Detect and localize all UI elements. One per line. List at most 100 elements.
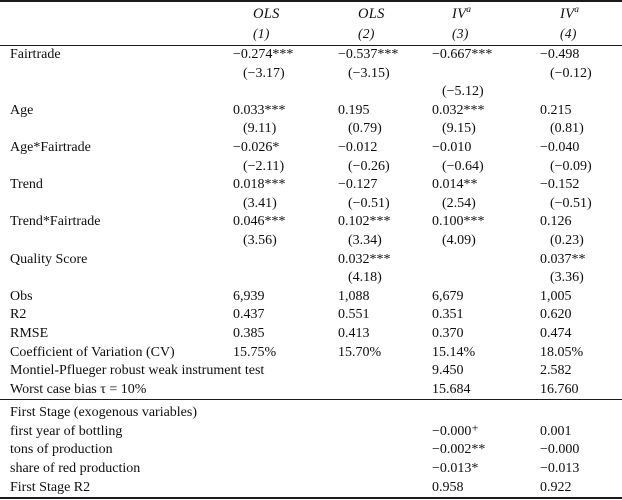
cell-value [338,441,432,460]
cell-value: −0.012 [338,139,378,155]
table-row: Quality Score 0.032*** 0.037** [0,251,622,270]
cell-value: 0.370 [432,325,464,341]
cell-value: 0.922 [540,479,572,495]
cell-value [540,400,622,423]
col-header-iv-3: IVa (3) [432,1,540,46]
cell-value: (−0.09) [550,158,592,174]
cell-value: −0.000 [540,442,580,458]
table-row: (−2.11) (−0.26) (−0.64) (−0.09) [0,158,622,177]
header-row: OLS (1) OLS (2) IVa (3) IVa (4) [0,1,622,46]
cell-value: (2.54) [442,195,476,211]
cell-value: −0.013 [540,461,580,477]
cell-value: −0.010 [432,139,472,155]
col-header-number: (4) [560,25,577,41]
cell-value: 0.474 [540,325,572,341]
cell-value [338,400,432,423]
cell-value: −0.002** [432,442,486,458]
table-row: (3.56) (3.34) (4.09) (0.23) [0,232,622,251]
cell-value: (3.36) [550,270,584,286]
row-label: Trend [10,177,43,193]
cell-value: 0.195 [338,102,370,118]
cell-value [432,251,540,270]
row-label: Fairtrade [10,47,61,62]
cell-value [338,362,432,381]
table-row: R2 0.437 0.551 0.351 0.620 [0,306,622,325]
cell-value: (0.79) [348,121,382,137]
cell-value: (−5.12) [442,84,484,100]
cell-value: (0.23) [550,232,584,248]
header-label-spacer [0,1,233,46]
col-header-model: IVa [452,4,472,22]
table-header: OLS (1) OLS (2) IVa (3) IVa (4) [0,1,622,46]
cell-value: (9.15) [442,121,476,137]
cell-value: 1,088 [338,288,370,304]
table-row: RMSE 0.385 0.413 0.370 0.474 [0,325,622,344]
cell-value [338,423,432,442]
cell-value: 1,005 [540,288,572,304]
cell-value: 0.100*** [432,214,485,230]
cell-value: (−0.64) [442,158,484,174]
cell-value: 0.018*** [233,177,286,193]
col-header-model: OLS [358,5,385,22]
row-label [0,65,233,84]
cell-value: −0.013* [432,461,479,477]
cell-value: 2.582 [540,363,572,379]
cell-value: 0.014** [432,177,478,193]
cell-value: 0.351 [432,307,464,323]
cell-value [233,441,338,460]
row-label: tons of production [10,442,113,458]
cell-value: 0.215 [540,102,572,118]
row-label: share of red production [10,461,141,477]
col-header-model: OLS [253,5,280,22]
col-header-number: (2) [358,25,375,41]
cell-value [338,83,432,102]
cell-value: 6,939 [233,288,265,304]
table-row: (9.11) (0.79) (9.15) (0.81) [0,120,622,139]
cell-value [338,479,432,499]
cell-value: (3.56) [243,232,277,248]
cell-value: 0.033*** [233,102,286,118]
row-label [0,232,233,251]
cell-value [233,381,338,400]
cell-value: 15.684 [432,381,471,397]
cell-value: 0.102*** [338,214,391,230]
col-header-number: (1) [253,25,270,41]
table-row: Age 0.033*** 0.195 0.032*** 0.215 [0,102,622,121]
cell-value [233,479,338,499]
row-label [0,269,233,288]
cell-value: −0.667*** [432,47,493,62]
row-label: First Stage R2 [10,479,91,495]
cell-value: (−0.51) [348,195,390,211]
col-header-ols-1: OLS (1) [233,1,338,46]
cell-value: (3.34) [348,232,382,248]
cell-value: 0.620 [540,307,572,323]
col-header-model: IVa [560,4,580,22]
col-header-ols-2: OLS (2) [338,1,432,46]
row-label: First Stage (exogenous variables) [10,405,198,421]
cell-value: 9.450 [432,363,464,379]
cell-value: 15.75% [233,344,277,360]
table-row: first year of bottling −0.000⁺ 0.001 [0,423,622,442]
table-row: First Stage (exogenous variables) [0,400,622,423]
cell-value [233,460,338,479]
cell-value: −0.040 [540,139,580,155]
cell-value: 0.958 [432,479,464,495]
cell-value: 15.14% [432,344,476,360]
main-results-body: Fairtrade −0.274*** −0.537*** −0.667*** −0.4… [0,46,622,400]
cell-value: (−3.15) [348,65,390,81]
cell-value: −0.000⁺ [432,423,479,439]
cell-value: 0.032*** [432,102,485,118]
cell-value: 15.70% [338,344,382,360]
cell-value: (−0.26) [348,158,390,174]
cell-value [233,83,338,102]
row-label: R2 [10,307,27,323]
cell-value: −0.537*** [338,47,399,62]
col-header-number: (3) [452,25,469,41]
cell-value [233,400,338,423]
cell-value: 0.032*** [338,251,391,267]
table-row: tons of production −0.002** −0.000 [0,441,622,460]
cell-value: (−2.11) [243,158,285,174]
row-label: Trend*Fairtrade [10,214,101,230]
cell-value [540,83,622,102]
